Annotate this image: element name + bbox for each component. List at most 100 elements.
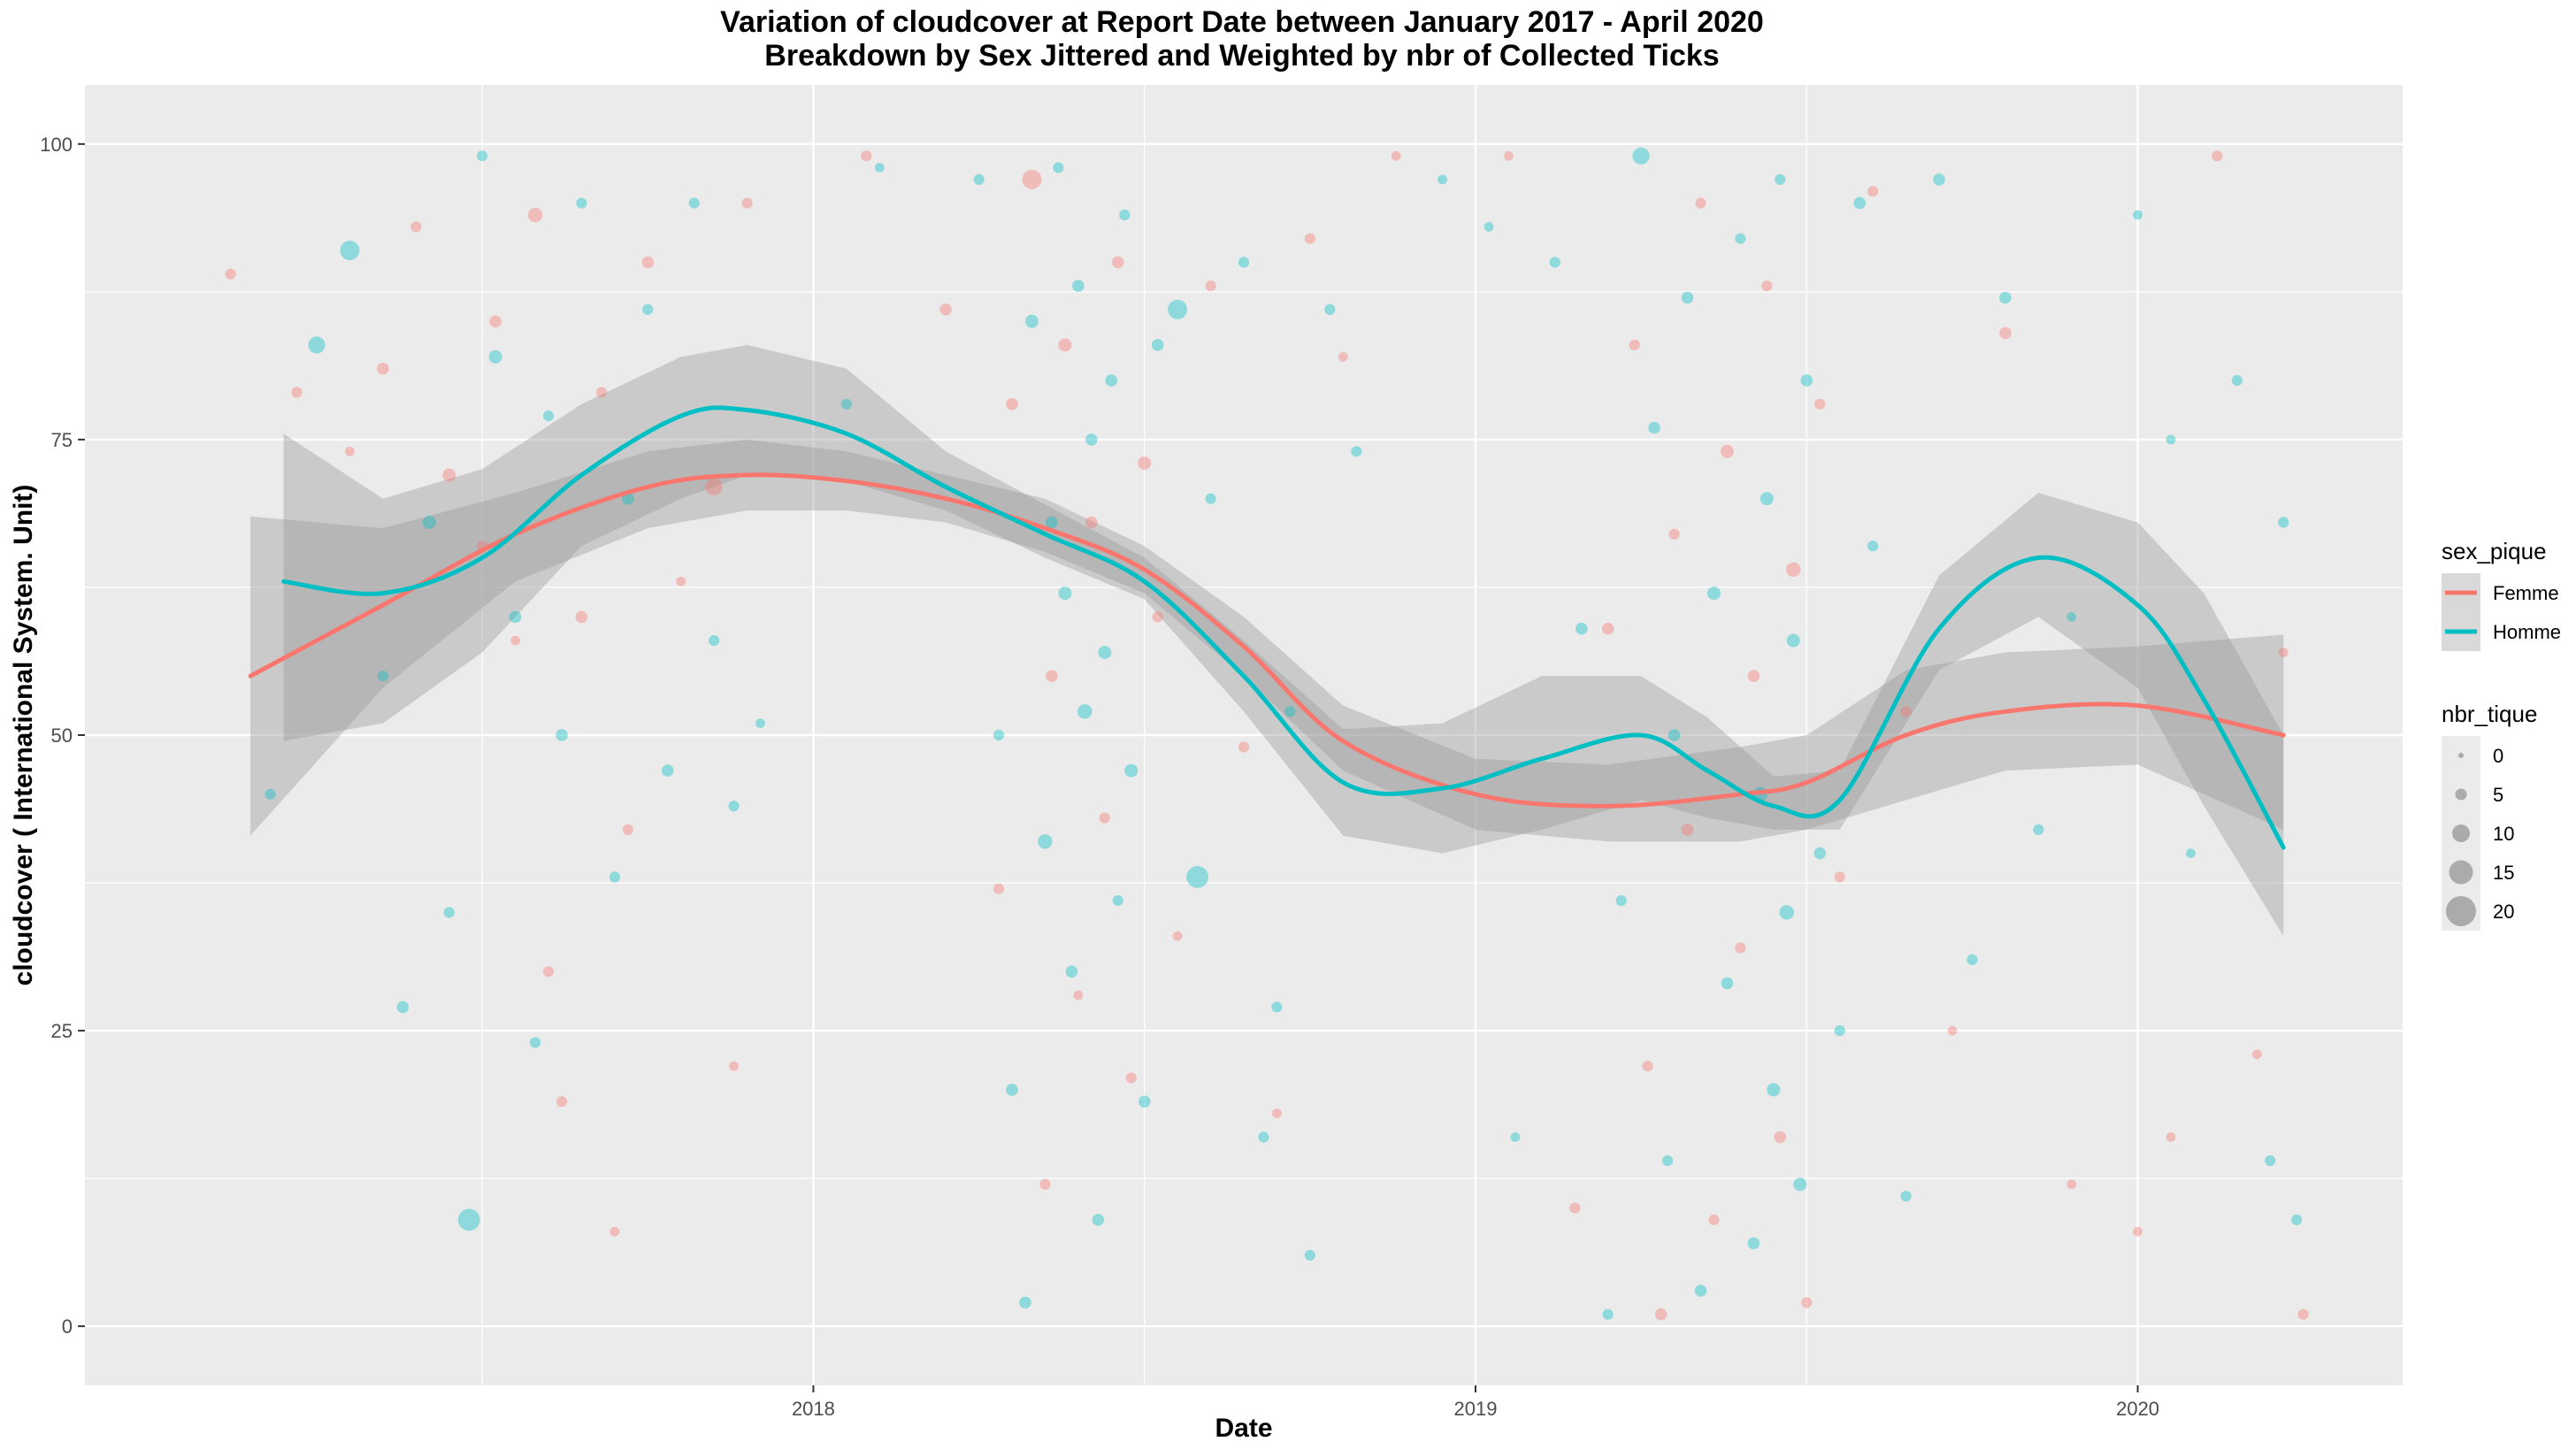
point-homme bbox=[1053, 162, 1064, 173]
point-homme bbox=[1786, 633, 1800, 648]
point-homme bbox=[1615, 895, 1627, 907]
point-homme bbox=[1853, 196, 1866, 210]
point-homme bbox=[1119, 209, 1131, 221]
x-axis: 2018 2019 2020 bbox=[792, 1385, 2159, 1420]
point-homme bbox=[1999, 291, 2012, 304]
point-homme bbox=[1867, 540, 1879, 552]
point-femme bbox=[1668, 528, 1680, 540]
point-homme bbox=[1205, 493, 1216, 504]
point-femme bbox=[1601, 622, 1614, 635]
point-homme bbox=[1900, 1191, 1912, 1202]
point-homme bbox=[1933, 173, 1945, 186]
point-femme bbox=[1629, 339, 1640, 351]
point-homme bbox=[1019, 1296, 1031, 1309]
point-homme bbox=[1813, 847, 1827, 860]
grid-lines bbox=[85, 85, 2403, 1385]
point-homme bbox=[1258, 1131, 1269, 1143]
point-homme bbox=[1438, 174, 1447, 185]
point-femme bbox=[1774, 1131, 1787, 1144]
point-homme bbox=[1351, 446, 1362, 457]
point-homme bbox=[457, 1208, 480, 1231]
point-homme bbox=[2278, 517, 2289, 528]
point-femme bbox=[1747, 670, 1760, 682]
legend-size-key-bg bbox=[2442, 814, 2480, 853]
point-homme bbox=[2066, 612, 2077, 622]
point-homme bbox=[1793, 1177, 1807, 1192]
y-tick-label: 25 bbox=[51, 1020, 73, 1042]
point-homme bbox=[1138, 1095, 1151, 1108]
point-femme bbox=[1786, 562, 1801, 578]
point-homme bbox=[2291, 1214, 2303, 1225]
point-homme bbox=[1760, 492, 1774, 506]
point-homme bbox=[422, 516, 436, 529]
point-homme bbox=[1549, 257, 1560, 268]
point-femme bbox=[861, 150, 872, 162]
x-tick-label: 2019 bbox=[1454, 1398, 1498, 1420]
legend-size-label: 5 bbox=[2493, 784, 2503, 806]
point-homme bbox=[1662, 1155, 1674, 1167]
y-tick-label: 0 bbox=[62, 1315, 73, 1338]
y-axis-title: cloudcover ( International System. Unit) bbox=[9, 485, 38, 986]
point-femme bbox=[1801, 1297, 1813, 1308]
point-femme bbox=[1338, 352, 1348, 362]
point-homme bbox=[1576, 622, 1588, 635]
point-homme bbox=[661, 764, 674, 777]
point-femme bbox=[595, 387, 608, 398]
point-homme bbox=[2133, 210, 2143, 220]
point-femme bbox=[2133, 1226, 2143, 1237]
legend-size-circle bbox=[2455, 788, 2467, 801]
confidence-band-femme bbox=[250, 439, 2284, 842]
point-femme bbox=[1272, 1108, 1282, 1118]
point-femme bbox=[705, 478, 723, 496]
point-homme bbox=[1648, 421, 1660, 434]
point-femme bbox=[1152, 611, 1163, 623]
legend: sex_pique Femme Homme nbr_tique 0 5 10 15 20 bbox=[2442, 538, 2561, 931]
point-homme bbox=[340, 241, 360, 261]
point-homme bbox=[1072, 280, 1085, 293]
point-femme bbox=[1947, 1025, 1958, 1036]
point-femme bbox=[1681, 824, 1694, 836]
point-homme bbox=[396, 1000, 410, 1014]
point-homme bbox=[377, 671, 388, 682]
point-homme bbox=[1721, 977, 1734, 990]
point-femme bbox=[1569, 1202, 1581, 1214]
point-femme bbox=[442, 468, 456, 482]
point-homme bbox=[2231, 375, 2242, 387]
point-femme bbox=[1205, 280, 1216, 292]
point-femme bbox=[1761, 280, 1773, 292]
point-femme bbox=[1058, 338, 1072, 352]
point-femme bbox=[527, 207, 543, 223]
point-homme bbox=[488, 349, 502, 364]
point-femme bbox=[510, 635, 520, 646]
point-homme bbox=[1186, 866, 1208, 888]
point-homme bbox=[264, 788, 276, 800]
y-tick-label: 100 bbox=[40, 134, 73, 156]
point-femme bbox=[2297, 1308, 2309, 1320]
point-femme bbox=[542, 966, 555, 978]
legend-size-key-bg bbox=[2442, 892, 2480, 931]
point-femme bbox=[1504, 150, 1514, 161]
point-homme bbox=[1092, 1214, 1105, 1226]
point-homme bbox=[709, 635, 720, 647]
point-homme bbox=[840, 398, 853, 410]
point-homme bbox=[1668, 729, 1681, 741]
point-femme bbox=[1999, 326, 2012, 340]
point-homme bbox=[1077, 704, 1092, 719]
point-homme bbox=[1098, 646, 1112, 659]
point-homme bbox=[642, 303, 654, 315]
point-homme bbox=[1484, 222, 1494, 232]
point-homme bbox=[1747, 1237, 1760, 1250]
point-homme bbox=[1284, 706, 1296, 717]
legend-color-keys: Femme Homme bbox=[2442, 573, 2561, 651]
legend-size-keys: 0 5 10 15 20 bbox=[2442, 736, 2514, 931]
legend-size-label: 15 bbox=[2493, 862, 2514, 884]
point-homme bbox=[1324, 303, 1336, 315]
point-homme bbox=[1694, 1284, 1707, 1297]
point-femme bbox=[556, 1096, 568, 1108]
legend-size-circle bbox=[2446, 896, 2476, 926]
point-homme bbox=[1038, 834, 1053, 849]
smooth-lines bbox=[248, 405, 2286, 850]
point-homme bbox=[509, 610, 522, 624]
point-homme bbox=[1271, 1001, 1283, 1013]
point-femme bbox=[377, 362, 389, 375]
